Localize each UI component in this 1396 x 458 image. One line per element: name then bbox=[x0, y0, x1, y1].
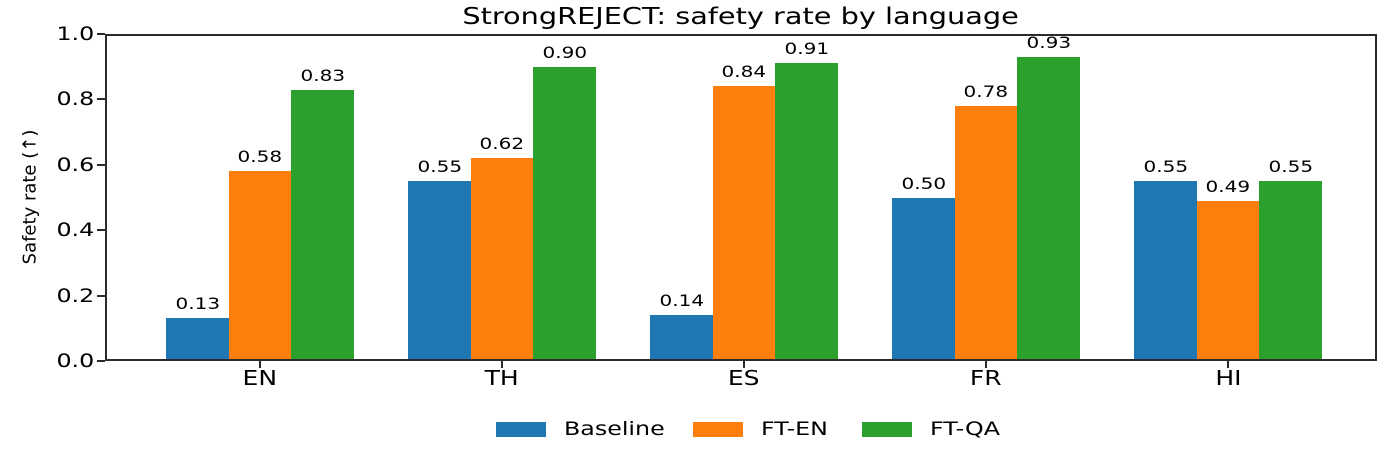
legend-label-text: FT-EN bbox=[760, 418, 828, 440]
y-tick-label-text: 0.2 bbox=[56, 284, 94, 307]
bar-value-label: 0.55 bbox=[1121, 159, 1211, 175]
bar-value-label-text: 0.83 bbox=[300, 65, 345, 85]
bar-value-label-text: 0.93 bbox=[1026, 32, 1071, 52]
bar-value-label-text: 0.58 bbox=[237, 147, 283, 167]
legend-label-text: FT-QA bbox=[930, 418, 1001, 440]
x-tick-label-fr: FR bbox=[926, 366, 1046, 390]
bar-value-label: 0.93 bbox=[1004, 32, 1094, 52]
legend-label: FT-QA bbox=[930, 418, 1000, 440]
bar-ft-qa-th bbox=[533, 66, 596, 361]
legend-label-text: Baseline bbox=[563, 418, 665, 440]
x-tick-label-hi: HI bbox=[1168, 366, 1288, 390]
bar-value-label: 0.78 bbox=[941, 81, 1031, 101]
bar-value-label: 0.55 bbox=[395, 159, 485, 175]
x-tick-mark bbox=[501, 361, 503, 368]
bar-value-label-text: 0.55 bbox=[417, 157, 462, 177]
y-tick-label: 1.0 bbox=[28, 23, 94, 45]
bar-ft-en-es bbox=[712, 86, 776, 361]
y-tick-label-text: 1.0 bbox=[56, 23, 94, 45]
bar-value-label-text: 0.50 bbox=[901, 173, 946, 193]
bar-value-label-text: 0.49 bbox=[1205, 176, 1251, 196]
y-tick-label: 0.6 bbox=[28, 154, 94, 176]
legend-swatch-ft-qa bbox=[862, 421, 913, 437]
x-tick-label-en: EN bbox=[200, 366, 320, 390]
bar-value-label: 0.49 bbox=[1183, 176, 1273, 196]
y-tick-mark bbox=[97, 98, 105, 101]
x-tick-label-es: ES bbox=[684, 366, 804, 390]
bar-value-label-text: 0.14 bbox=[659, 291, 704, 311]
x-tick-label-text: HI bbox=[1214, 366, 1242, 390]
bar-value-label-text: 0.91 bbox=[784, 39, 829, 59]
x-tick-mark bbox=[1227, 361, 1229, 368]
x-tick-label-text: EN bbox=[242, 366, 278, 390]
bar-baseline-th bbox=[408, 181, 471, 361]
bar-ft-qa-en bbox=[291, 89, 354, 361]
x-tick-label-th: TH bbox=[442, 366, 562, 390]
bar-value-label: 0.83 bbox=[278, 65, 368, 85]
bar-value-label: 0.13 bbox=[153, 296, 243, 312]
x-tick-label-text: FR bbox=[970, 366, 1002, 390]
bar-ft-qa-fr bbox=[1017, 56, 1080, 361]
bar-ft-en-hi bbox=[1196, 200, 1260, 361]
y-tick-label: 0.2 bbox=[28, 285, 94, 307]
y-tick-mark bbox=[97, 33, 105, 35]
legend-swatch-baseline bbox=[495, 421, 546, 437]
bar-value-label: 0.58 bbox=[215, 149, 305, 165]
bar-baseline-es bbox=[650, 315, 713, 361]
bar-value-label-text: 0.78 bbox=[963, 81, 1009, 101]
chart-title-text: StrongREJECT: safety rate by language bbox=[462, 4, 1020, 30]
bar-value-label-text: 0.62 bbox=[479, 134, 525, 154]
bar-value-label-text: 0.90 bbox=[542, 42, 587, 62]
y-tick-label: 0.4 bbox=[28, 219, 94, 241]
bar-value-label: 0.84 bbox=[699, 64, 789, 80]
bar-value-label-text: 0.84 bbox=[721, 62, 767, 82]
y-tick-label-text: 0.8 bbox=[56, 88, 94, 111]
y-tick-label: 0.0 bbox=[28, 350, 94, 372]
legend-label: Baseline bbox=[564, 418, 665, 440]
bar-ft-en-th bbox=[470, 158, 534, 361]
x-tick-mark bbox=[259, 361, 261, 368]
bar-ft-en-en bbox=[228, 171, 292, 361]
bar-value-label-text: 0.55 bbox=[1268, 157, 1313, 177]
y-tick-label-text: 0.4 bbox=[56, 219, 94, 242]
bar-value-label: 0.14 bbox=[637, 293, 727, 309]
y-tick-label-text: 0.6 bbox=[56, 153, 94, 176]
x-tick-mark bbox=[985, 361, 987, 368]
chart-title: StrongREJECT: safety rate by language bbox=[105, 3, 1377, 31]
bar-ft-qa-hi bbox=[1259, 181, 1322, 361]
bar-value-label-text: 0.13 bbox=[175, 294, 220, 314]
bar-ft-qa-es bbox=[775, 63, 838, 361]
y-tick-mark bbox=[97, 294, 105, 297]
y-axis-label: Safety rate (↑) bbox=[19, 129, 41, 265]
y-tick-mark bbox=[97, 229, 105, 232]
x-tick-label-text: ES bbox=[728, 366, 760, 390]
bar-value-label: 0.55 bbox=[1246, 159, 1336, 175]
legend-item-baseline: Baseline bbox=[495, 418, 665, 440]
y-tick-mark bbox=[97, 163, 105, 166]
y-tick-label-text: 0.0 bbox=[56, 350, 94, 372]
legend-item-ft-qa: FT-QA bbox=[862, 418, 1000, 440]
bar-value-label: 0.62 bbox=[457, 136, 547, 152]
x-tick-label-text: TH bbox=[484, 366, 520, 390]
bar-value-label: 0.90 bbox=[520, 42, 610, 62]
y-tick-mark bbox=[97, 360, 105, 362]
legend-swatch-ft-en bbox=[692, 421, 743, 437]
bar-baseline-fr bbox=[892, 197, 955, 361]
bar-value-label: 0.91 bbox=[762, 41, 852, 57]
bar-value-label: 0.50 bbox=[879, 173, 969, 193]
legend: Baseline FT-EN FT-QA bbox=[105, 418, 1377, 440]
bar-ft-en-fr bbox=[954, 105, 1018, 361]
y-tick-label: 0.8 bbox=[28, 88, 94, 110]
legend-item-ft-en: FT-EN bbox=[692, 418, 828, 440]
bar-baseline-hi bbox=[1134, 181, 1197, 361]
legend-label: FT-EN bbox=[761, 418, 828, 440]
bar-baseline-en bbox=[166, 318, 229, 361]
bar-value-label-text: 0.55 bbox=[1143, 157, 1188, 177]
x-tick-mark bbox=[743, 361, 745, 368]
